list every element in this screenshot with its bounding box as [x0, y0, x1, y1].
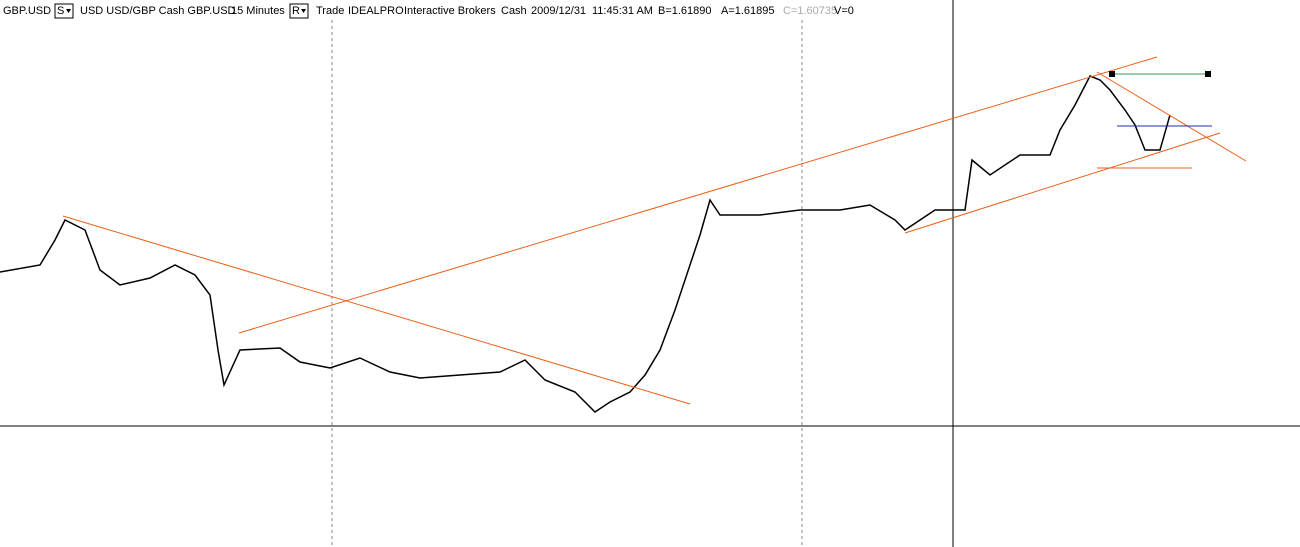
volume: V=0 [834, 5, 854, 17]
interval: 15 Minutes [231, 5, 285, 17]
date: 2009/12/31 [531, 5, 586, 17]
line-handle[interactable] [1205, 71, 1211, 77]
bid: B=1.61890 [658, 5, 712, 17]
close: C=1.60735 [783, 5, 837, 17]
symbol: GBP.USD [3, 5, 51, 17]
range-menu[interactable]: R [292, 5, 300, 17]
broker: Interactive Brokers [404, 5, 496, 17]
dropdown-arrow [66, 9, 71, 13]
exchange: IDEALPRO [348, 5, 404, 17]
description: USD USD/GBP Cash GBP.USD [80, 5, 236, 17]
trend-line[interactable] [62, 215, 691, 405]
time: 11:45:31 AM [592, 5, 653, 17]
study-menu-box[interactable] [54, 3, 74, 19]
trend-line[interactable] [1096, 71, 1247, 162]
line-handle[interactable] [1109, 71, 1115, 77]
mode: Trade [316, 5, 344, 17]
trend-line[interactable] [238, 56, 1158, 334]
ask: A=1.61895 [721, 5, 775, 17]
range-menu-box[interactable] [289, 3, 309, 19]
trend-line[interactable] [904, 132, 1221, 234]
price-path [0, 75, 1171, 413]
header: GBP.USD S USD USD/GBP Cash GBP.USD 15 Mi… [3, 3, 854, 19]
dropdown-arrow [301, 9, 306, 13]
asset: Cash [501, 5, 527, 17]
study-menu[interactable]: S [57, 5, 64, 17]
